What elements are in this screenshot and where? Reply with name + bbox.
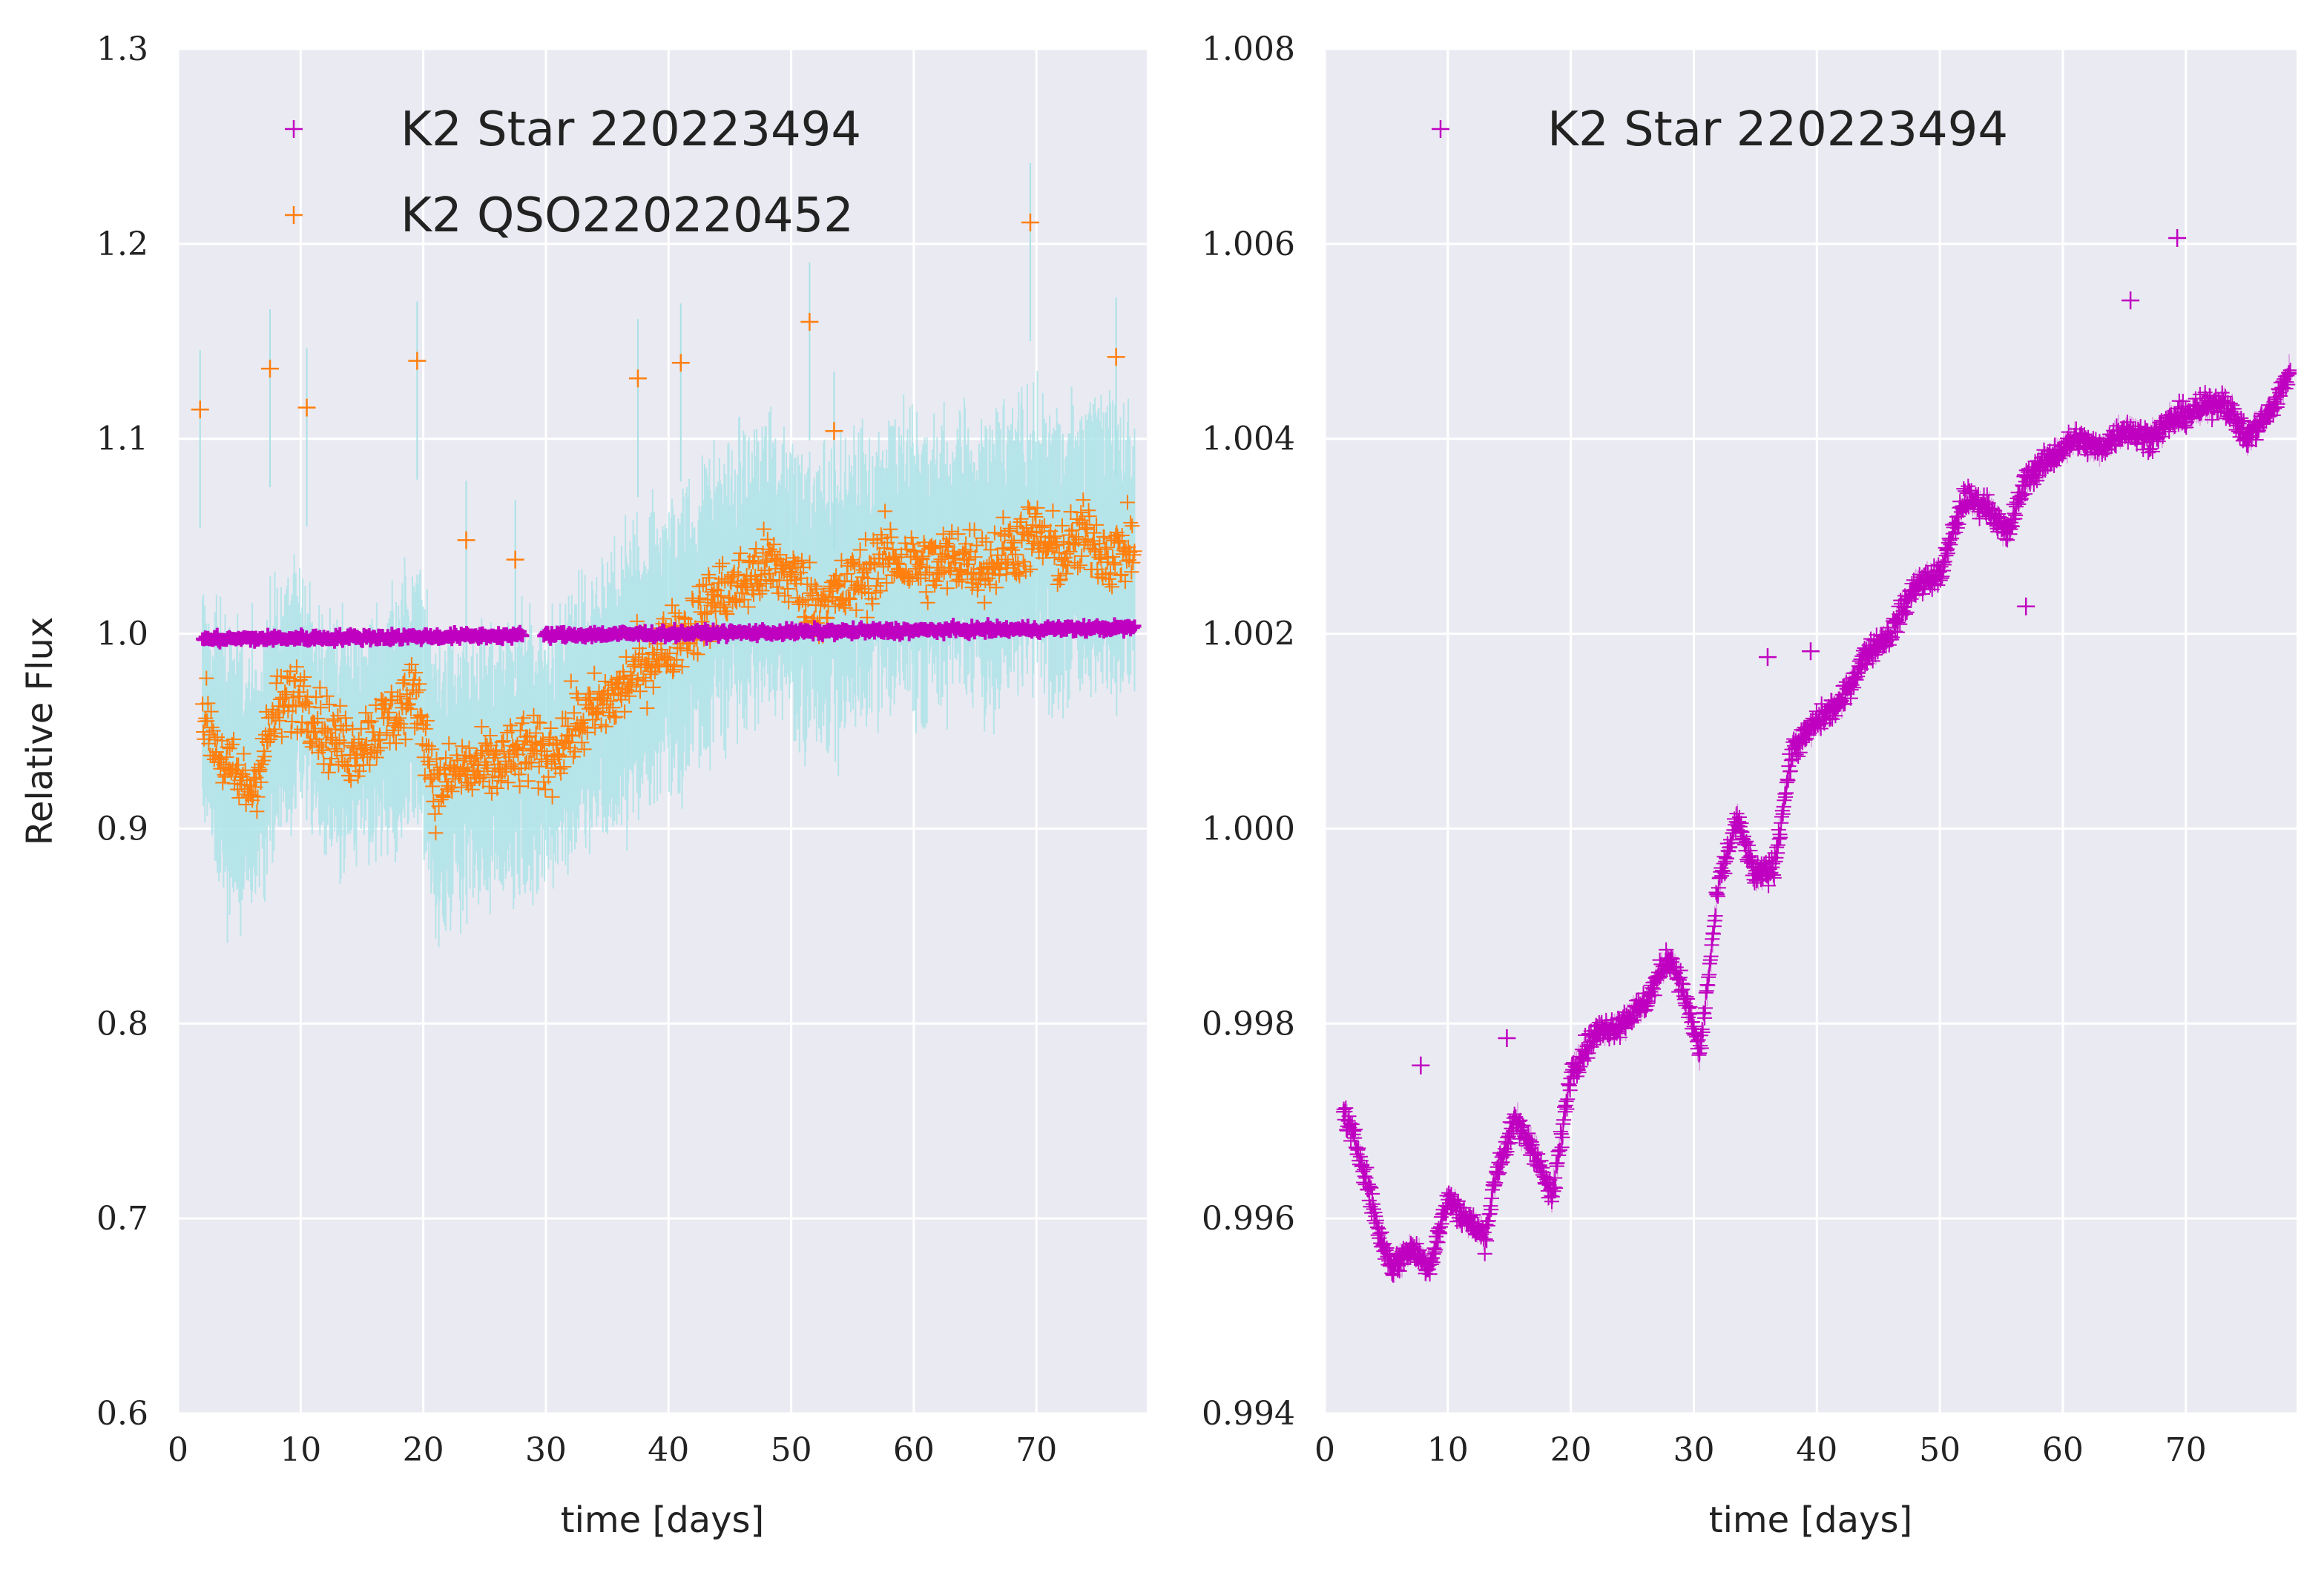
series-k2-star-220223494 [1335,228,2297,1283]
outlier-point [628,369,647,388]
legend-label: K2 QSO220220452 [401,188,854,243]
series-k2-star-220223494 [196,617,1142,650]
y-tick-label: 1.3 [96,30,148,68]
chart-panel-2: 0.994 0.996 0.998 1.000 1.002 1.004 1.006 1.008… [1202,30,2297,1541]
x-tick-label: 0 [1314,1431,1335,1469]
y-tick-label: 1.004 [1202,420,1295,458]
y-tick-label: 0.8 [96,1005,148,1043]
chart-panel-1: 0.6 0.7 0.8 0.9 1.0 1.1 1.2 1.3 0 10 20 30 40 50 60 70 t… [19,30,1147,1541]
x-tick-label: 50 [771,1431,812,1469]
outlier-point [2121,291,2140,310]
legend-marker [285,120,303,138]
legend-marker [1432,120,1449,138]
y-tick-label: 1.008 [1202,30,1295,68]
legend: K2 Star 220223494 K2 QSO220220452 [285,102,861,243]
data-points [196,617,1142,650]
y-tick-label: 0.9 [96,810,148,848]
x-tick-label: 20 [1550,1431,1592,1469]
x-tick-label: 10 [1427,1431,1469,1469]
y-tick-label: 0.7 [96,1200,148,1238]
outlier-point [457,531,475,549]
x-tick-label: 60 [893,1431,935,1469]
x-tick-label: 40 [648,1431,689,1469]
legend-label: K2 Star 220223494 [1547,102,2008,157]
x-tick-label: 30 [525,1431,567,1469]
y-tick-label: 0.6 [96,1395,148,1433]
x-tick-label: 20 [403,1431,444,1469]
y-tick-label: 1.2 [96,225,148,263]
outlier-point [191,400,209,419]
y-tick-label: 1.002 [1202,615,1295,653]
y-tick-label: 1.1 [96,420,148,458]
outlier-point [297,398,316,417]
y-tick-label: 0.994 [1202,1395,1295,1433]
y-tick-label: 0.996 [1202,1200,1295,1238]
x-tick-label: 30 [1673,1431,1714,1469]
y-tick-label: 1.006 [1202,225,1295,263]
outlier-point [800,313,819,331]
y-tick-label: 1.000 [1202,810,1295,848]
x-tick-label: 10 [280,1431,321,1469]
x-axis-label: time [days] [1709,1499,1912,1541]
legend: K2 Star 220223494 [1432,102,2008,157]
outlier-point [1021,213,1039,231]
data-points [1335,363,2297,1283]
outlier-point [506,550,524,569]
x-tick-label: 40 [1796,1431,1837,1469]
outlier-point [1498,1029,1516,1047]
x-tick-label: 60 [2042,1431,2084,1469]
outlier-point [408,351,427,370]
outlier-point [825,422,843,440]
data-points [195,492,1142,841]
outlier-point [1758,648,1777,667]
outlier-point [1412,1056,1430,1075]
legend-marker [285,206,303,224]
outlier-point [671,354,690,372]
outlier-point [1107,348,1125,366]
plot-data [191,162,1142,948]
legend-label: K2 Star 220223494 [401,102,861,157]
y-tick-label: 0.998 [1202,1005,1295,1043]
outlier-point [2017,597,2035,615]
outlier-point [2168,228,2187,247]
x-tick-label: 70 [1015,1431,1057,1469]
x-tick-label: 0 [168,1431,188,1469]
x-tick-label: 50 [1919,1431,1961,1469]
y-axis-label: Relative Flux [19,617,61,846]
outlier-point [1802,642,1820,661]
x-axis-label: time [days] [561,1499,764,1541]
x-tick-label: 70 [2165,1431,2207,1469]
y-tick-label: 1.0 [96,615,148,653]
outlier-point [260,360,279,378]
plot-data [1335,228,2297,1283]
